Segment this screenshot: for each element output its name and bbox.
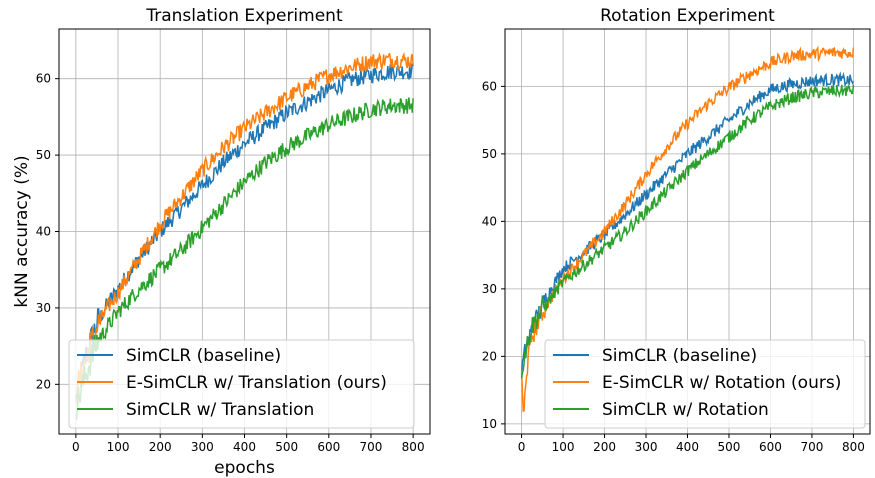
x-tick-label: 100: [552, 440, 575, 454]
legend-label: SimCLR (baseline): [602, 346, 757, 366]
y-tick-label: 20: [482, 349, 497, 363]
x-axis-label: epochs: [214, 458, 275, 478]
x-tick-label: 400: [676, 440, 699, 454]
legend-label: E-SimCLR w/ Translation (ours): [126, 373, 387, 393]
y-tick-label: 10: [482, 417, 497, 431]
legend-label: SimCLR w/ Rotation: [602, 400, 769, 420]
series-line-2: [520, 45, 855, 413]
x-tick-label: 600: [759, 440, 782, 454]
legend-box: [68, 339, 415, 429]
legend-label: E-SimCLR w/ Rotation (ours): [602, 373, 841, 393]
chart-panel-2: 0 100 200 300 400 500 600 700 800 10 20 30 40 50 60 Rot…: [482, 6, 871, 454]
legend-label: SimCLR w/ Translation: [126, 400, 314, 420]
chart-panel-1: 0 100 200 300 400 500 600 700 800 20 30 40 50 60 Trans…: [12, 6, 431, 478]
y-tick-label: 30: [482, 282, 497, 296]
y-tick-label: 60: [36, 72, 51, 86]
y-tick-label: 40: [482, 214, 497, 228]
x-tick-label: 100: [107, 440, 130, 454]
legend-label: SimCLR (baseline): [126, 346, 281, 366]
series-line-1: [75, 63, 414, 402]
x-tick-label: 300: [191, 440, 214, 454]
y-tick-label: 50: [36, 148, 51, 162]
legend: SimCLR (baseline) E-SimCLR w/ Rotation (o…: [544, 339, 866, 429]
y-tick-label: 60: [482, 79, 497, 93]
series-line-3: [75, 97, 414, 421]
x-tick-label: 200: [593, 440, 616, 454]
legend-box: [544, 339, 866, 429]
x-tick-label: 700: [360, 440, 383, 454]
x-tick-label: 300: [635, 440, 658, 454]
x-tick-label: 800: [402, 440, 425, 454]
chart-title: Translation Experiment: [145, 6, 343, 26]
series-line-2: [75, 51, 414, 405]
x-tick-label: 200: [149, 440, 172, 454]
x-tick-label: 400: [233, 440, 256, 454]
x-tick-label: 0: [72, 440, 80, 454]
x-tick-label: 0: [518, 440, 526, 454]
x-tick-label: 800: [842, 440, 865, 454]
y-tick-label: 40: [36, 225, 51, 239]
y-tick-label: 50: [482, 147, 497, 161]
y-axis-label: kNN accuracy (%): [12, 155, 32, 307]
x-tick-label: 500: [718, 440, 741, 454]
series-line-3: [520, 84, 855, 379]
x-tick-label: 600: [317, 440, 340, 454]
y-tick-label: 30: [36, 301, 51, 315]
chart-title: Rotation Experiment: [600, 6, 775, 26]
x-tick-label: 500: [275, 440, 298, 454]
x-tick-label: 700: [800, 440, 823, 454]
legend: SimCLR (baseline) E-SimCLR w/ Translation…: [68, 339, 415, 429]
y-tick-label: 20: [36, 377, 51, 391]
